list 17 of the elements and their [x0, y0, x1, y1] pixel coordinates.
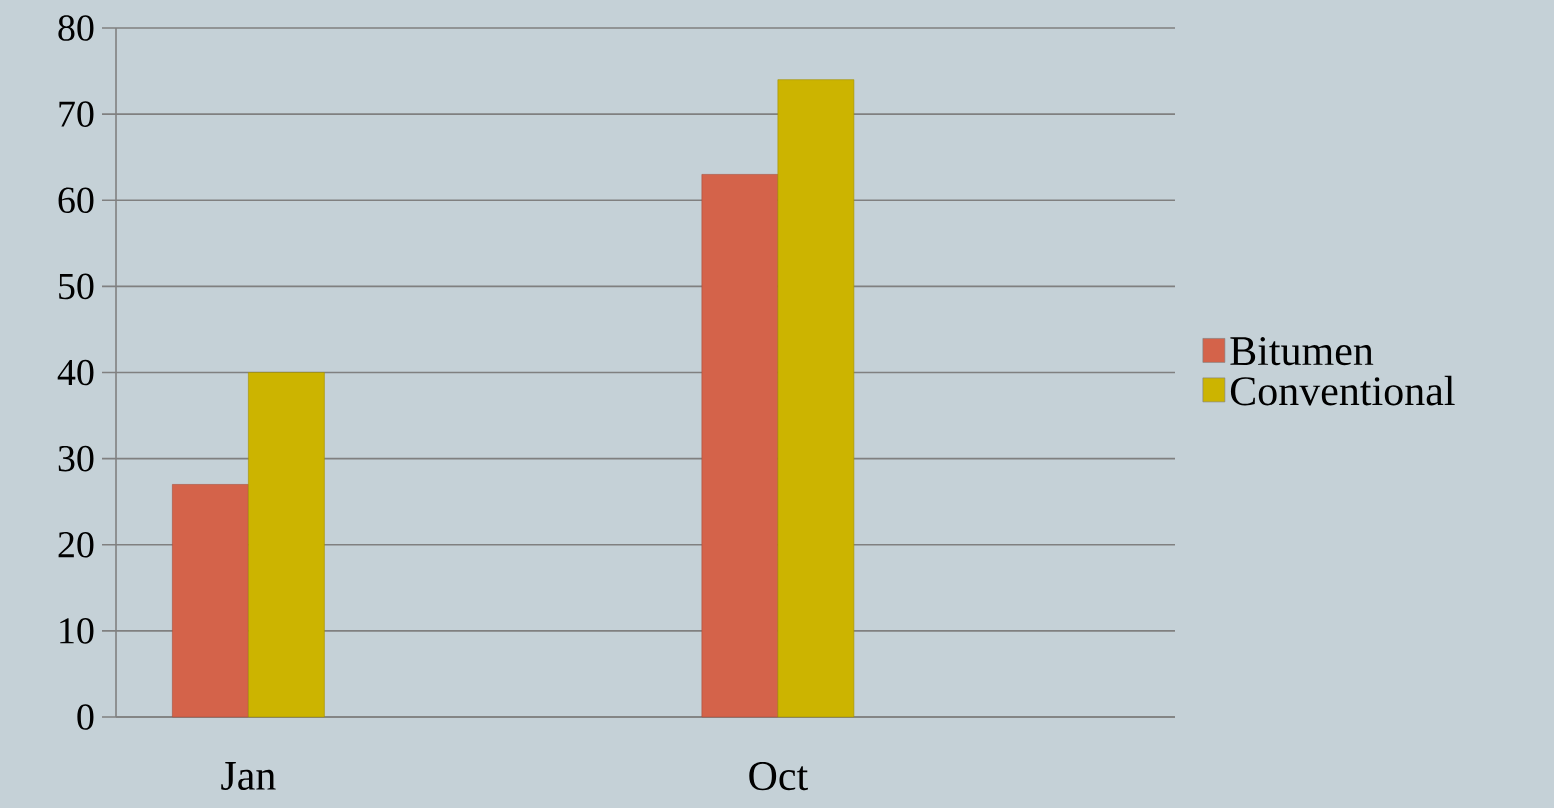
bar — [248, 372, 325, 718]
y-tick-label: 0 — [77, 704, 94, 730]
bar — [172, 484, 249, 718]
y-tick-label: 10 — [60, 618, 94, 644]
y-tick-label: 50 — [59, 273, 94, 300]
bar — [701, 174, 779, 718]
y-tick-label: 20 — [58, 531, 94, 558]
legend-label: Conventional — [1230, 375, 1455, 406]
y-tick-label: 60 — [58, 187, 94, 214]
y-tick-label: 80 — [58, 15, 94, 41]
legend-label: Bitumen — [1230, 337, 1374, 366]
x-tick-label: Jan — [221, 762, 276, 790]
y-tick-label: 70 — [59, 101, 94, 127]
y-tick-label: 40 — [57, 359, 94, 386]
x-tick-label: Oct — [749, 762, 808, 791]
y-tick-label: 30 — [58, 445, 94, 472]
bar — [777, 79, 855, 718]
